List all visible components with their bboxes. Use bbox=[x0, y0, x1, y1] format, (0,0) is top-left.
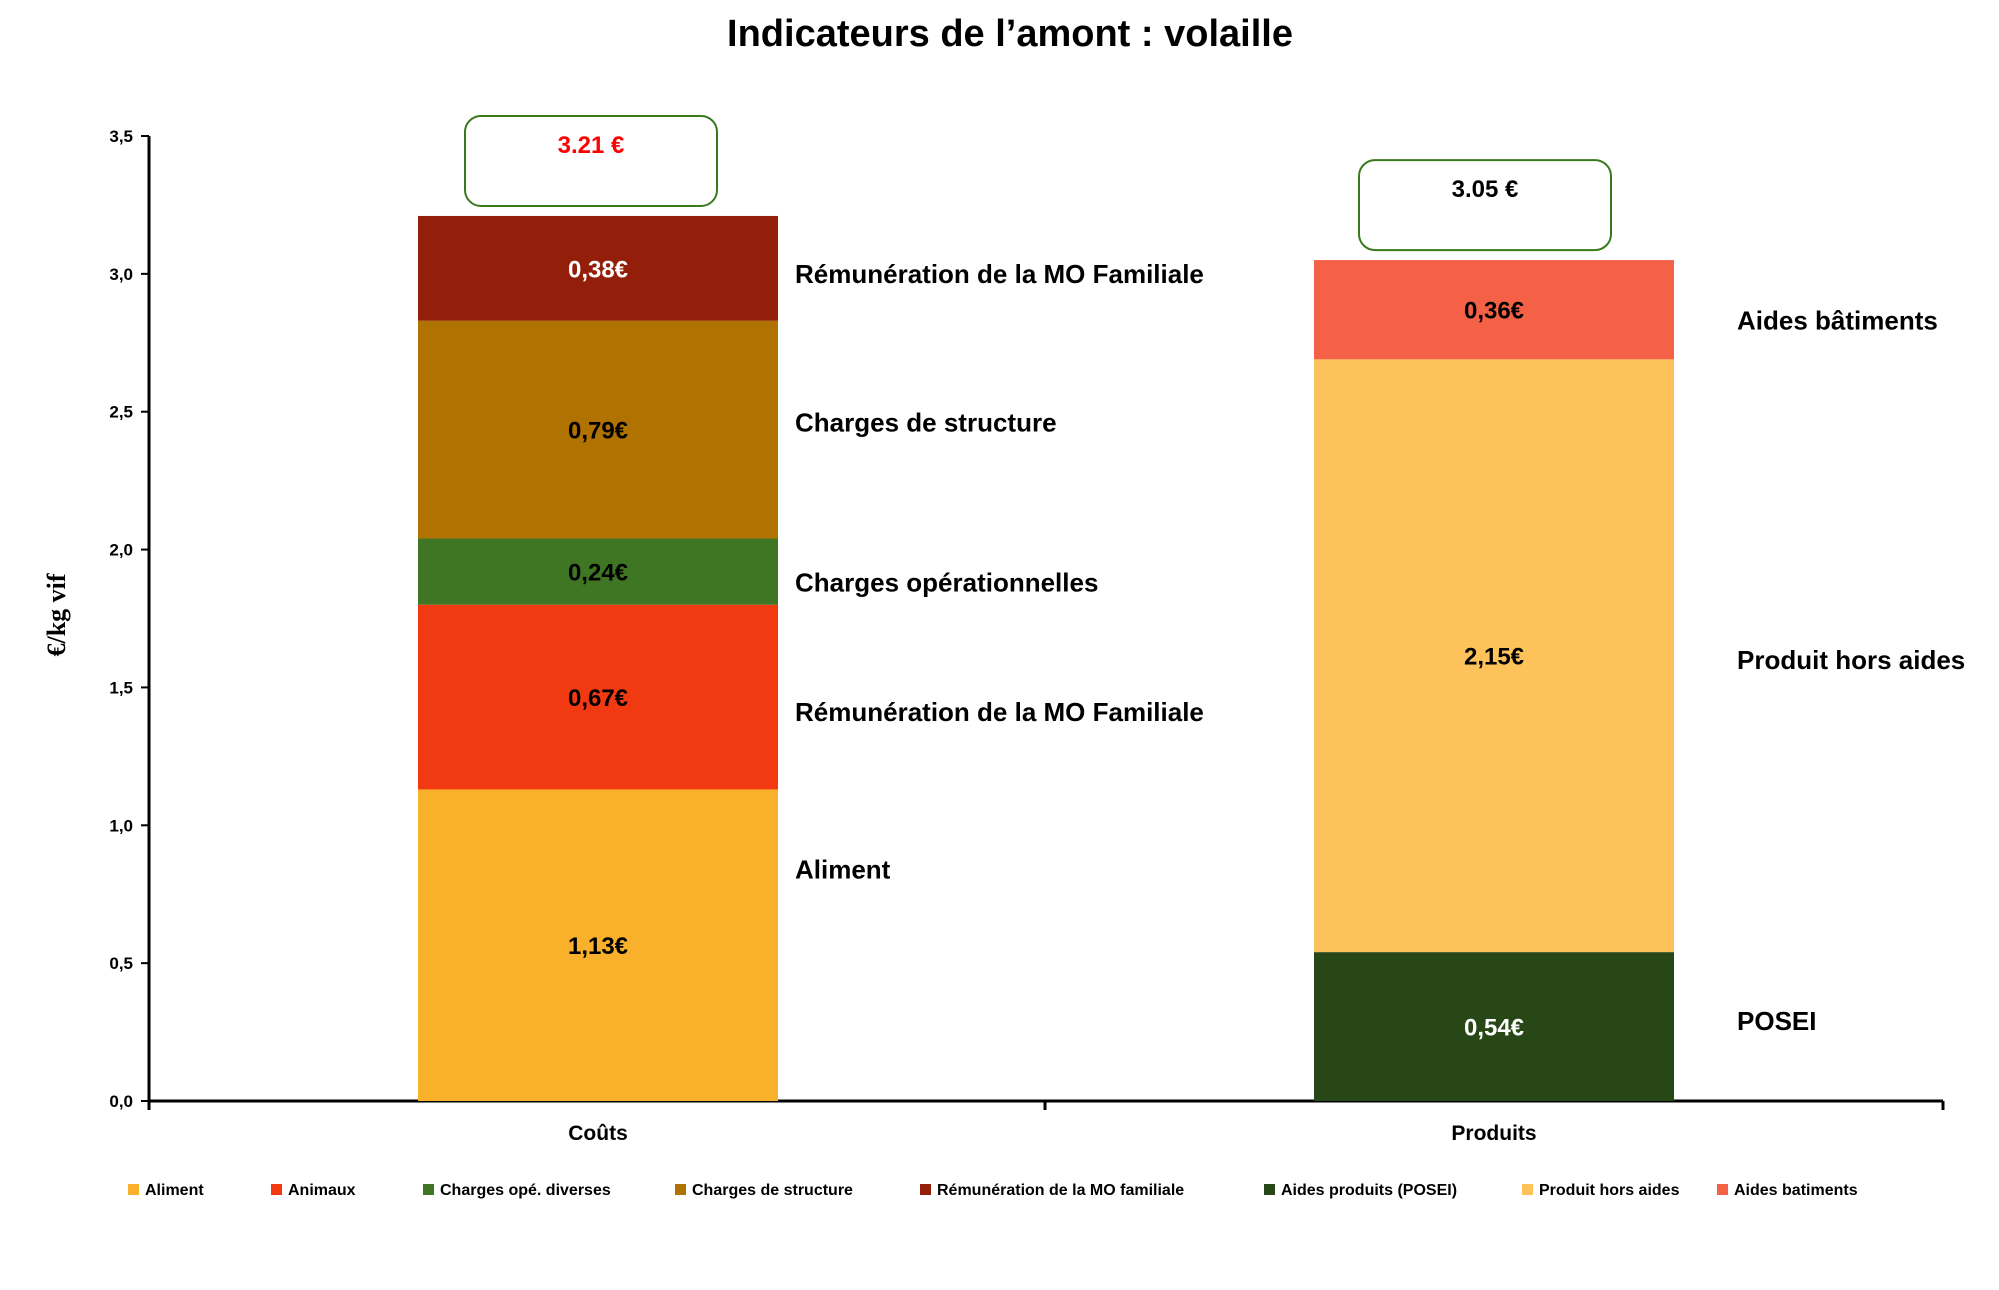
bar-segment bbox=[418, 320, 778, 539]
legend-swatch bbox=[128, 1184, 139, 1195]
bar-segment bbox=[418, 789, 778, 1101]
legend-swatch bbox=[1522, 1184, 1533, 1195]
segment-value-label: 0,79€ bbox=[568, 418, 628, 445]
y-tick-label: 3,5 bbox=[109, 127, 133, 146]
legend-swatch bbox=[271, 1184, 282, 1195]
legend-label: Produit hors aides bbox=[1539, 1182, 1680, 1199]
total-box bbox=[1358, 159, 1612, 252]
legend-label: Animaux bbox=[288, 1182, 356, 1199]
segment-value-label: 1,13€ bbox=[568, 933, 628, 960]
bar-segment bbox=[418, 538, 778, 605]
legend-swatch bbox=[920, 1184, 931, 1195]
x-category-label: Coûts bbox=[568, 1122, 628, 1145]
segment-value-label: 2,15€ bbox=[1464, 644, 1524, 671]
legend-label: Rémunération de la MO familiale bbox=[937, 1182, 1184, 1199]
bar-segment bbox=[1314, 952, 1674, 1101]
legend-label: Aliment bbox=[145, 1182, 204, 1199]
legend-swatch bbox=[675, 1184, 686, 1195]
segment-annotation: Charges de structure bbox=[795, 408, 1057, 438]
legend-label: Aides batiments bbox=[1734, 1182, 1858, 1199]
segment-annotation: Produit hors aides bbox=[1737, 645, 1965, 675]
x-category-label: Produits bbox=[1451, 1122, 1536, 1145]
segment-annotation: POSEI bbox=[1737, 1006, 1816, 1036]
y-tick-label: 0,0 bbox=[109, 1092, 133, 1111]
y-tick-label: 1,5 bbox=[109, 678, 133, 697]
y-tick-label: 3,0 bbox=[109, 265, 133, 284]
y-tick-label: 0,5 bbox=[109, 954, 133, 973]
y-tick-label: 2,0 bbox=[109, 541, 133, 560]
segment-value-label: 0,54€ bbox=[1464, 1015, 1524, 1042]
bar-segment bbox=[418, 604, 778, 790]
legend: Aliment Animaux Charges opé. diverses Charg… bbox=[128, 1182, 1858, 1199]
segment-value-label: 0,36€ bbox=[1464, 298, 1524, 325]
y-tick-label: 1,0 bbox=[109, 816, 133, 835]
legend-label: Charges opé. diverses bbox=[440, 1182, 611, 1199]
bar-segment bbox=[1314, 359, 1674, 953]
total-box bbox=[464, 114, 718, 207]
total-value-label: 3.05 € bbox=[1452, 176, 1519, 203]
segment-value-label: 0,38€ bbox=[568, 256, 628, 283]
bars: 1,13€ 0,67€ 0,24€ 0,79€ 0,38€ 0,54€ 2,15€ 0,36€… bbox=[418, 114, 1674, 1101]
bar-segment bbox=[1314, 260, 1674, 360]
legend-swatch bbox=[423, 1184, 434, 1195]
segment-value-label: 0,24€ bbox=[568, 560, 628, 587]
segment-annotation: Rémunération de la MO Familiale bbox=[795, 697, 1204, 727]
segment-annotation: Rémunération de la MO Familiale bbox=[795, 259, 1204, 289]
segment-annotation: Aliment bbox=[795, 854, 891, 884]
legend-label: Charges de structure bbox=[692, 1182, 853, 1199]
total-value-label: 3.21 € bbox=[558, 132, 625, 159]
legend-swatch bbox=[1717, 1184, 1728, 1195]
segment-annotation: Charges opérationnelles bbox=[795, 568, 1098, 598]
annotations: Rémunération de la MO Familiale Charges d… bbox=[795, 259, 1965, 1036]
segment-annotation: Aides bâtiments bbox=[1737, 306, 1938, 336]
legend-label: Aides produits (POSEI) bbox=[1281, 1182, 1457, 1199]
segment-value-label: 0,67€ bbox=[568, 685, 628, 712]
legend-swatch bbox=[1264, 1184, 1275, 1195]
bar-segment bbox=[418, 215, 778, 321]
y-axis-label: €/kg vif bbox=[42, 573, 71, 656]
y-tick-label: 2,5 bbox=[109, 403, 133, 422]
chart-title: Indicateurs de l’amont : volaille bbox=[727, 13, 1293, 55]
